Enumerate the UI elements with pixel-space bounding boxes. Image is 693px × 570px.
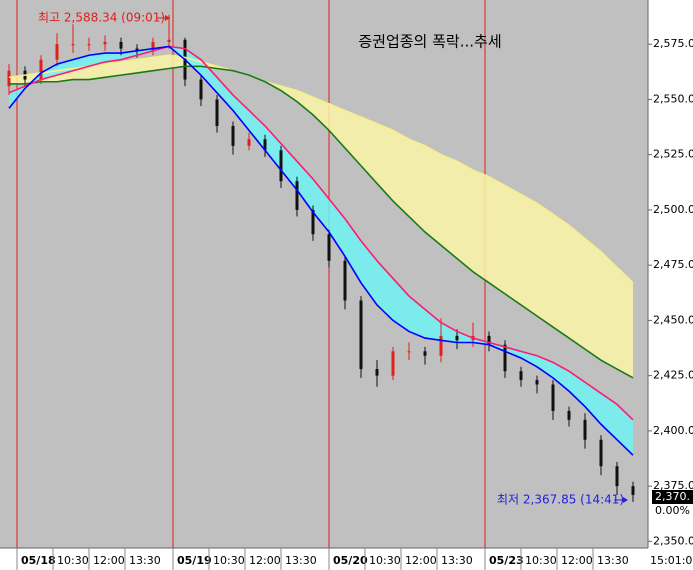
- y-tick-label: 2,400.00: [653, 424, 693, 437]
- candle-body: [599, 439, 603, 467]
- candle-body: [439, 335, 443, 356]
- x-tick-label: 12:00: [249, 554, 281, 567]
- annotation-arrow: [623, 497, 628, 503]
- annotation-arrow: [165, 15, 170, 21]
- ma-line: [8, 45, 634, 421]
- x-tick-label: 12:00: [93, 554, 125, 567]
- candle-body: [391, 351, 395, 376]
- candle-body: [327, 234, 331, 261]
- y-tick-label: 2,450.00: [653, 313, 693, 326]
- candle-body: [231, 125, 235, 146]
- candle-body: [279, 150, 283, 182]
- annotation: 최저 2,367.85 (14:41): [497, 493, 624, 507]
- candle-body: [631, 486, 635, 495]
- candle-body: [103, 41, 107, 45]
- change-label: 0.00%: [655, 504, 690, 517]
- annotation: 최고 2,588.34 (09:01): [38, 11, 165, 25]
- y-tick-label: 2,475.00: [653, 258, 693, 271]
- x-tick-label: 13:30: [129, 554, 161, 567]
- y-tick-label: 2,500.00: [653, 203, 693, 216]
- candle-body: [215, 99, 219, 126]
- candle-body: [343, 260, 347, 301]
- y-tick-label: 2,575.00: [653, 37, 693, 50]
- candle-body: [615, 466, 619, 487]
- ma-line: [8, 54, 634, 284]
- candle-body: [199, 79, 203, 100]
- candle-body: [247, 139, 251, 146]
- x-tick-label: 05/19: [177, 554, 212, 567]
- x-tick-label: 05/23: [489, 554, 524, 567]
- x-tick-label: 13:30: [597, 554, 629, 567]
- x-tick-label: 10:30: [57, 554, 89, 567]
- plot: [7, 0, 635, 548]
- x-tick-label: 05/18: [21, 554, 56, 567]
- candle-body: [71, 44, 75, 46]
- y-tick-label: 2,375.00: [653, 479, 693, 492]
- ma-line: [8, 45, 634, 456]
- chart-title: 증권업종의 폭락...추세: [358, 33, 501, 51]
- x-tick-label: 10:30: [213, 554, 245, 567]
- ribbon: [9, 55, 633, 378]
- last-price: 2,370.: [655, 490, 690, 503]
- candle-body: [487, 335, 491, 345]
- candle-body: [39, 59, 43, 80]
- candle-body: [135, 48, 139, 51]
- y-tick-label: 2,350.00: [653, 534, 693, 547]
- candle-body: [551, 384, 555, 411]
- ma-line: [9, 65, 634, 379]
- time-label: 15:01:0: [650, 554, 692, 567]
- x-tick-label: 12:00: [405, 554, 437, 567]
- candle-body: [295, 181, 299, 210]
- candle-body: [455, 335, 459, 341]
- candle-body: [535, 380, 539, 385]
- candle-body: [423, 351, 427, 356]
- candle-body: [567, 411, 571, 420]
- y-tick-label: 2,525.00: [653, 148, 693, 161]
- axis-background: [648, 0, 693, 570]
- candle-body: [583, 419, 587, 440]
- candle-body: [167, 39, 171, 42]
- x-tick-label: 10:30: [525, 554, 557, 567]
- candle-body: [407, 351, 411, 353]
- x-tick-label: 05/20: [333, 554, 368, 567]
- candle-body: [375, 369, 379, 376]
- candle-body: [503, 344, 507, 372]
- candle-body: [519, 371, 523, 381]
- candle-body: [55, 44, 59, 60]
- candle-body: [119, 41, 123, 49]
- candle-body: [87, 44, 91, 46]
- candle-body: [151, 41, 155, 51]
- x-tick-label: 10:30: [369, 554, 401, 567]
- price-box: [652, 490, 693, 504]
- x-tick-label: 13:30: [285, 554, 317, 567]
- candle-body: [359, 300, 363, 370]
- candle-body: [263, 139, 267, 151]
- candle-body: [7, 70, 11, 87]
- candle-body: [311, 209, 315, 235]
- x-tick-label: 12:00: [561, 554, 593, 567]
- y-tick-label: 2,550.00: [653, 92, 693, 105]
- x-tick-label: 13:30: [441, 554, 473, 567]
- y-tick-label: 2,425.00: [653, 369, 693, 382]
